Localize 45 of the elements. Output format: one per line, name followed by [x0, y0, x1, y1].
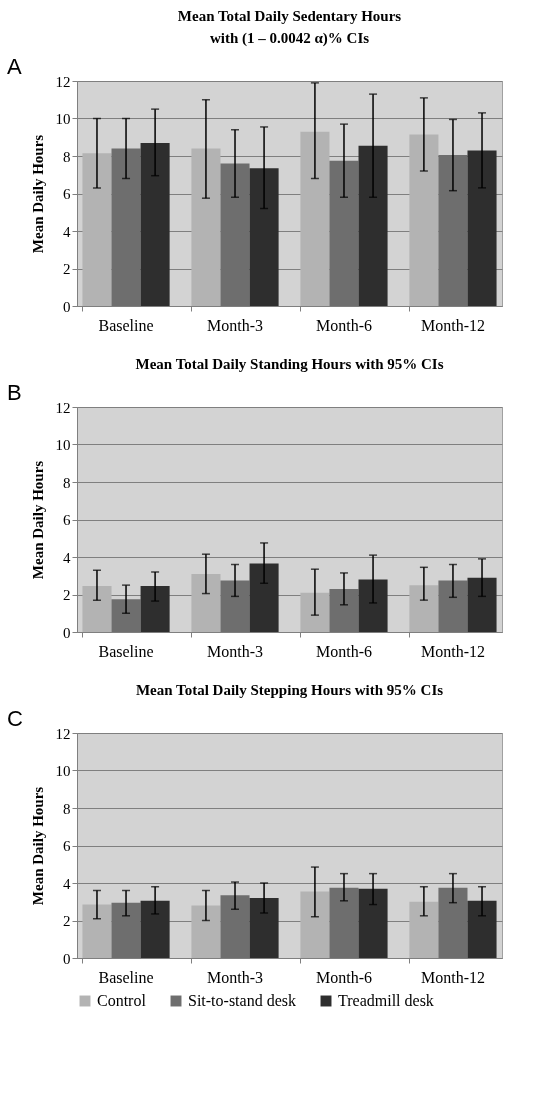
y-tick-label: 0	[63, 624, 71, 641]
chart-title: Mean Total Daily Stepping Hours with 95% CIs	[135, 682, 444, 698]
y-tick-label: 4	[63, 875, 71, 892]
y-tick-label: 6	[63, 512, 71, 528]
x-tick-label: Baseline	[98, 968, 154, 986]
y-tick-label: 4	[63, 223, 71, 240]
y-tick-label: 2	[63, 261, 71, 277]
y-tick-label: 0	[63, 950, 71, 967]
y-tick-label: 4	[63, 549, 71, 566]
legend-label: Control	[97, 992, 147, 1009]
y-tick-label: 10	[55, 111, 71, 127]
y-axis-title: Mean Daily Hours	[29, 134, 46, 254]
x-tick-label: Month-3	[207, 642, 264, 660]
x-tick-label: Baseline	[98, 316, 154, 334]
x-tick-label: Month-12	[420, 968, 485, 986]
legend-label: Sit-to-stand desk	[188, 992, 296, 1009]
y-tick-label: 12	[55, 725, 71, 742]
x-tick-label: Month-12	[420, 316, 485, 334]
legend-label: Treadmill desk	[338, 992, 434, 1009]
y-axis-title: Mean Daily Hours	[29, 460, 46, 580]
y-tick-label: 10	[55, 763, 71, 779]
y-tick-label: 10	[55, 437, 71, 453]
y-tick-label: 8	[63, 800, 71, 817]
y-tick-label: 2	[63, 587, 71, 603]
y-tick-label: 12	[55, 399, 71, 416]
chart-title: Mean Total Daily Sedentary Hours with (1 – 0.0042 α)% CIs	[177, 8, 402, 47]
text: C	[7, 706, 23, 731]
x-tick-label: Month-6	[315, 316, 372, 334]
chart-title: Mean Total Daily Standing Hours with 95% CIs	[135, 356, 444, 372]
y-tick-label: 8	[63, 474, 71, 491]
y-tick-label: 6	[63, 186, 71, 202]
y-tick-label: 0	[63, 298, 71, 315]
x-tick-label: Month-3	[207, 316, 264, 334]
y-tick-label: 12	[55, 73, 71, 90]
y-tick-label: 6	[63, 838, 71, 854]
y-axis-title: Mean Daily Hours	[29, 786, 46, 906]
y-tick-label: 2	[63, 913, 71, 929]
x-tick-label: Month-6	[315, 642, 372, 660]
y-tick-label: 8	[63, 148, 71, 165]
x-tick-label: Baseline	[98, 642, 154, 660]
text: B	[7, 380, 22, 405]
x-tick-label: Month-12	[420, 642, 485, 660]
text: A	[7, 54, 22, 79]
x-tick-label: Month-6	[315, 968, 372, 986]
x-tick-label: Month-3	[207, 968, 264, 986]
